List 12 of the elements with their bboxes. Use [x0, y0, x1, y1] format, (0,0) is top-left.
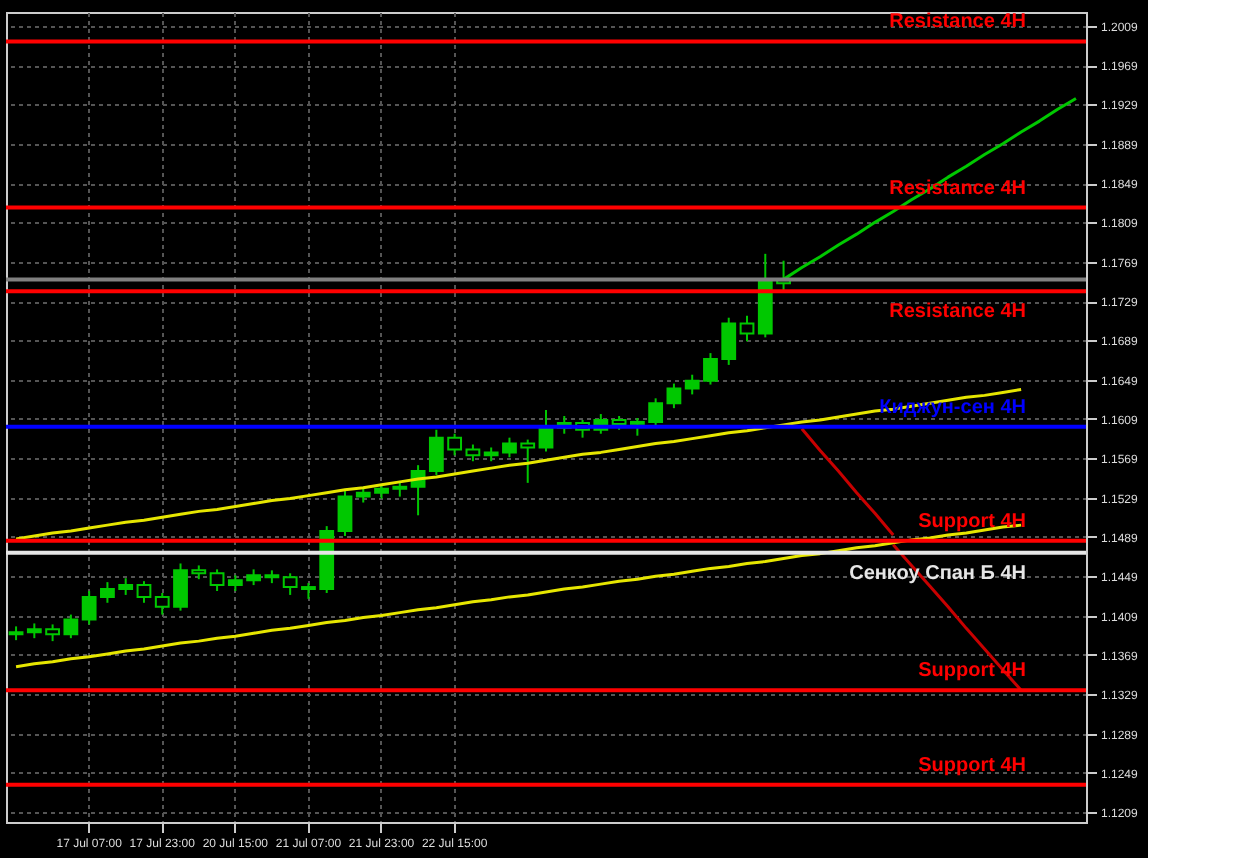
ref-line-label: Сенкоу Спан Б 4H — [849, 562, 1026, 585]
candlestick — [136, 580, 152, 604]
candlestick — [209, 568, 225, 592]
candlestick — [666, 382, 682, 410]
ref-line-label: Киджун-сен 4H — [879, 396, 1026, 419]
candlestick — [337, 489, 353, 537]
line-series — [800, 427, 895, 537]
line-series — [14, 387, 1023, 541]
ref-line-label: Resistance 4H — [889, 11, 1026, 34]
ref-line-label: Resistance 4H — [889, 301, 1026, 324]
ref-line-label: Support 4H — [918, 754, 1026, 777]
candlestick — [739, 314, 755, 343]
